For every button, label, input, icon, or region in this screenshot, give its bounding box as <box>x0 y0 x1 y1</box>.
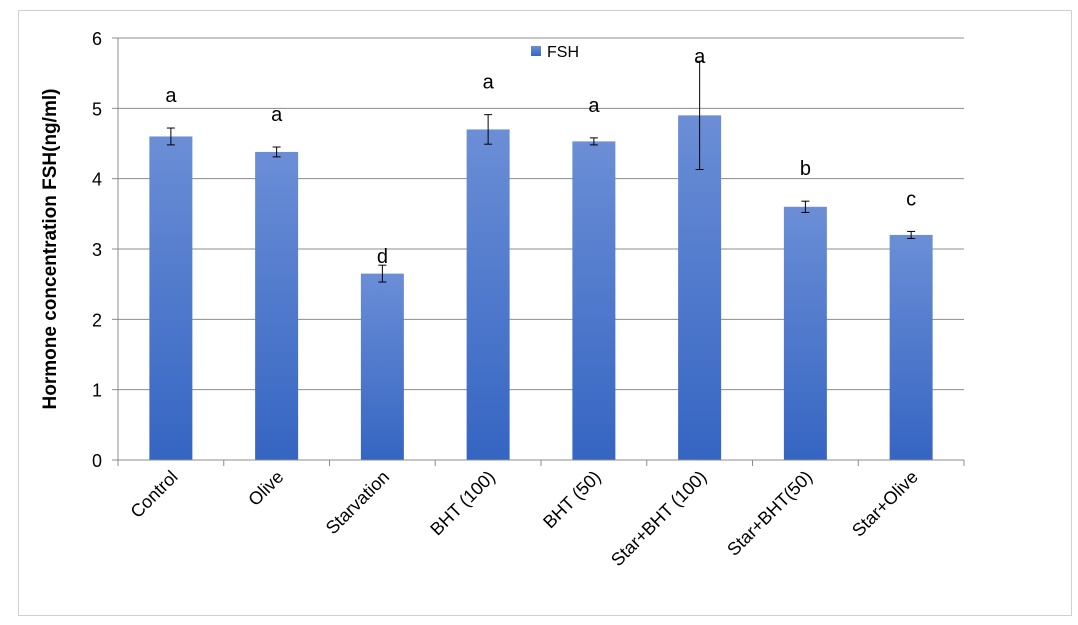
x-tick-label-6: Star+BHT(50) <box>723 467 816 560</box>
legend-label-fsh: FSH <box>547 44 579 61</box>
significance-label-6: b <box>800 158 811 180</box>
error-bars <box>166 60 916 283</box>
significance-label-7: c <box>906 188 916 210</box>
y-tick-label-2: 2 <box>92 310 102 330</box>
significance-label-1: a <box>271 104 283 126</box>
bar-6 <box>783 206 827 460</box>
y-axis-title: Hormone concentration FSH(ng/ml) <box>40 89 61 410</box>
y-tick-label-3: 3 <box>92 240 102 260</box>
y-tick-label-1: 1 <box>92 381 102 401</box>
legend-swatch-fsh <box>531 46 541 56</box>
significance-label-4: a <box>588 95 600 117</box>
x-tick-label-1: Olive <box>244 467 287 510</box>
x-tick-label-5: Star+BHT (100) <box>607 467 710 570</box>
axes: 0 1 2 3 4 5 6 Control Olive Starvation BHT (100) BH… <box>92 29 965 570</box>
bar-1 <box>255 151 299 460</box>
grid-lines <box>118 37 964 391</box>
significance-label-2: d <box>377 246 388 268</box>
significance-label-3: a <box>483 72 495 94</box>
bar-0 <box>149 136 193 460</box>
x-tick-label-2: Starvation <box>322 467 393 538</box>
x-tick-label-0: Control <box>127 467 182 522</box>
x-tick-label-3: BHT (100) <box>426 467 499 540</box>
bar-5 <box>678 115 722 460</box>
x-tick-label-4: BHT (50) <box>539 467 605 533</box>
bar-4 <box>572 141 616 460</box>
x-tick-label-7: Star+Olive <box>848 467 922 541</box>
bar-3 <box>466 129 510 460</box>
y-tick-label-5: 5 <box>92 99 102 119</box>
y-tick-label-0: 0 <box>92 451 102 471</box>
significance-label-0: a <box>165 85 177 107</box>
bars <box>149 115 933 460</box>
bar-7 <box>889 234 933 460</box>
y-tick-label-6: 6 <box>92 29 102 49</box>
legend: FSH <box>531 44 579 61</box>
significance-label-5: a <box>694 46 706 68</box>
significance-labels: a a d a a a b c <box>165 46 916 268</box>
y-tick-label-4: 4 <box>92 170 102 190</box>
bar-2 <box>360 273 404 460</box>
